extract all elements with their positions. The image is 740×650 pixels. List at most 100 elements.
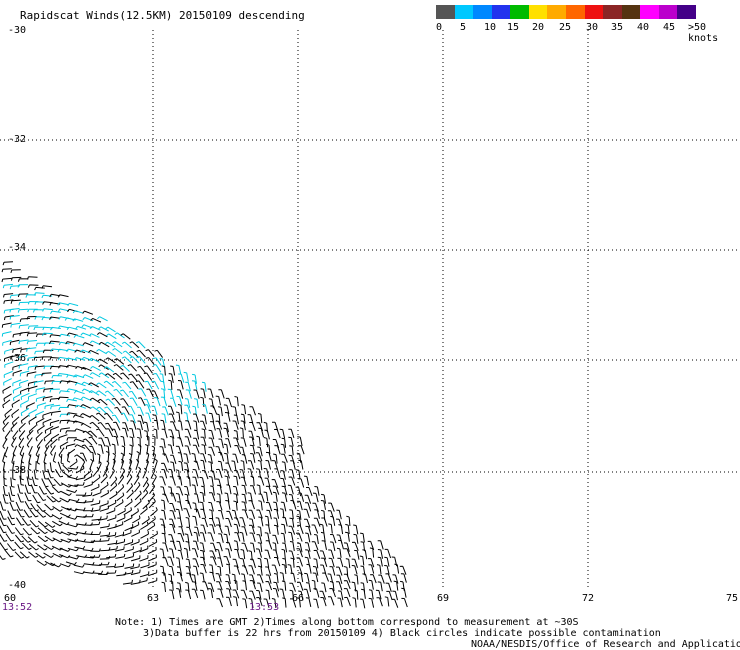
wind-barb	[17, 278, 29, 282]
wind-barb	[170, 461, 176, 472]
wind-barb	[401, 587, 407, 598]
wind-barb	[1, 277, 12, 283]
wind-barb	[1, 322, 12, 328]
wind-barb	[209, 518, 216, 528]
wind-barb	[176, 395, 183, 406]
colorbar-swatch	[677, 5, 697, 19]
wind-barb	[200, 420, 207, 431]
wind-barb	[168, 486, 173, 497]
wind-barb	[18, 430, 26, 441]
wind-barb	[143, 398, 151, 408]
wind-barb	[145, 357, 155, 365]
wind-barb	[271, 598, 277, 609]
wind-barb	[359, 555, 365, 566]
wind-barb	[160, 396, 168, 406]
wind-barb	[264, 532, 270, 543]
wind-barb	[208, 588, 214, 598]
wind-barb	[73, 564, 85, 568]
wind-barb	[297, 581, 304, 591]
wind-barb	[344, 548, 351, 558]
wind-barb	[210, 421, 216, 431]
wind-barb	[96, 332, 108, 338]
wind-barb	[50, 404, 61, 410]
wind-barb	[61, 470, 72, 478]
wind-barb	[88, 333, 100, 338]
wind-barb	[258, 493, 265, 503]
wind-barb	[42, 418, 52, 426]
wind-barb	[9, 315, 20, 320]
wind-barb	[37, 520, 48, 528]
wind-barb	[329, 581, 335, 592]
wind-barb	[73, 438, 85, 443]
wind-barb	[377, 540, 384, 550]
wind-barb	[281, 461, 287, 472]
wind-barb	[241, 493, 247, 504]
wind-barb	[280, 532, 286, 543]
wind-barb	[184, 445, 191, 455]
wind-barb	[298, 492, 305, 502]
wind-barb	[353, 524, 359, 535]
wind-barb	[207, 454, 213, 464]
wind-barb	[17, 284, 29, 288]
colorbar-swatch	[473, 5, 493, 19]
wind-barb	[183, 547, 189, 559]
wind-barb	[167, 556, 174, 566]
wind-barb	[256, 589, 262, 600]
wind-barb	[159, 548, 165, 559]
wind-barb	[265, 574, 272, 584]
wind-barb	[11, 436, 17, 448]
wind-barb	[226, 484, 232, 495]
wind-barb	[345, 558, 351, 569]
wind-barb	[57, 294, 69, 298]
wind-barb	[0, 542, 8, 551]
wind-barb	[328, 523, 333, 534]
wind-barb	[141, 489, 149, 500]
wind-barb	[289, 582, 296, 592]
y-label-38: -38	[8, 465, 27, 476]
wind-barb	[295, 532, 303, 542]
wind-barb	[161, 532, 167, 543]
wind-barb	[35, 431, 43, 442]
wind-barb	[124, 546, 134, 553]
wind-barb	[73, 420, 84, 425]
wind-barb	[37, 535, 48, 543]
wind-barb	[265, 581, 273, 591]
wind-barb	[208, 501, 214, 512]
wind-barb	[209, 571, 216, 582]
wind-barb	[28, 543, 39, 551]
wind-barb	[74, 546, 86, 550]
x-label-66: 66	[292, 593, 305, 604]
wind-barb	[130, 569, 141, 576]
wind-barb	[80, 366, 92, 372]
wind-barb	[215, 420, 223, 430]
wind-barb	[66, 374, 78, 378]
wind-barb	[122, 579, 133, 585]
wind-barb	[386, 590, 393, 601]
wind-barb	[288, 550, 295, 560]
wind-barb	[240, 413, 246, 424]
wind-barb	[58, 406, 69, 411]
wind-barb	[265, 524, 271, 534]
wind-barb	[15, 501, 23, 511]
wind-barb	[368, 579, 374, 590]
wind-barb	[273, 524, 279, 535]
wind-barb	[303, 475, 310, 486]
wind-barb	[112, 372, 123, 380]
wind-barb	[296, 548, 303, 558]
wind-barb	[215, 517, 221, 528]
wind-barb	[49, 334, 61, 338]
wind-barb	[185, 589, 192, 600]
wind-barb	[249, 444, 256, 455]
wind-barb	[92, 489, 102, 497]
wind-barb	[218, 389, 225, 399]
y-label-30: -30	[8, 25, 27, 36]
wind-barb	[51, 486, 62, 494]
wind-barb	[144, 365, 153, 374]
colorbar-swatch	[603, 5, 623, 19]
wind-barb	[263, 437, 269, 448]
wind-barb	[88, 390, 100, 396]
wind-barb	[240, 437, 247, 447]
wind-barb	[32, 309, 44, 313]
wind-barb	[3, 308, 14, 314]
wind-barb	[123, 539, 134, 546]
